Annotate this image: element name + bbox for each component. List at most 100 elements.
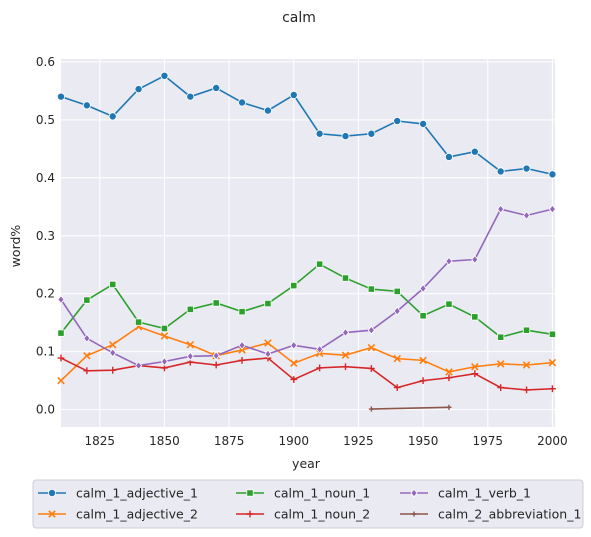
- data-point: [471, 255, 479, 264]
- data-point: [444, 152, 453, 161]
- data-point: [82, 101, 91, 110]
- data-point: [419, 284, 427, 293]
- legend-item: calm_1_verb_1: [400, 486, 531, 501]
- data-point: [522, 326, 531, 334]
- data-point: [238, 340, 246, 350]
- data-point: [419, 119, 428, 128]
- y-axis-label: word%: [8, 225, 23, 268]
- data-point: [290, 376, 298, 383]
- data-point: [393, 117, 402, 126]
- data-point: [367, 365, 375, 372]
- data-point: [264, 339, 272, 347]
- data-point: [497, 384, 505, 391]
- series-line: [371, 406, 449, 410]
- series-calm_2_abbreviation_1: [368, 404, 452, 412]
- data-point: [341, 274, 350, 282]
- data-point: [445, 368, 453, 376]
- data-point: [160, 324, 169, 333]
- data-point: [186, 92, 195, 101]
- x-tick-label: 1875: [214, 434, 245, 448]
- data-point: [109, 348, 117, 358]
- data-point: [367, 129, 376, 138]
- y-tick-label: 0.0: [36, 403, 55, 417]
- data-point: [57, 295, 65, 304]
- x-tick-label: 1975: [472, 434, 503, 448]
- y-tick-label: 0.1: [36, 345, 55, 359]
- data-point: [419, 312, 427, 320]
- data-point: [238, 98, 247, 107]
- y-tick-label: 0.5: [36, 113, 55, 127]
- x-axis-label: year: [292, 456, 321, 471]
- data-point: [367, 285, 375, 293]
- data-point: [445, 374, 453, 382]
- legend-item: calm_1_noun_1: [236, 486, 370, 501]
- data-point: [548, 358, 557, 367]
- data-point: [186, 351, 194, 361]
- x-tick-label: 2000: [537, 434, 568, 448]
- data-point: [548, 170, 557, 179]
- data-point: [83, 367, 91, 375]
- data-point: [393, 384, 401, 391]
- series-line: [60, 74, 553, 176]
- data-point: [496, 167, 505, 176]
- data-point: [316, 260, 324, 268]
- data-point: [368, 406, 374, 412]
- y-axis-ticks: 0.0 0.1 0.2 0.3 0.4 0.5 0.6: [36, 55, 55, 417]
- data-point: [83, 296, 91, 304]
- data-point: [238, 346, 246, 354]
- series-line: [60, 357, 553, 391]
- legend-label: calm_2_abbreviation_1: [438, 507, 581, 522]
- data-point: [471, 313, 479, 321]
- legend-label: calm_1_verb_1: [438, 486, 531, 501]
- data-point: [497, 333, 505, 341]
- data-point: [212, 83, 221, 92]
- legend-item: calm_1_adjective_2: [38, 507, 198, 522]
- y-tick-label: 0.2: [36, 287, 55, 301]
- data-point: [264, 299, 272, 308]
- data-point: [446, 404, 452, 410]
- data-point: [316, 344, 324, 354]
- data-point: [341, 328, 350, 337]
- legend-label: calm_1_noun_2: [274, 507, 370, 522]
- data-point: [445, 256, 453, 266]
- data-point: [496, 360, 505, 368]
- data-point: [341, 132, 350, 141]
- series-line: [60, 208, 553, 367]
- x-tick-label: 1850: [149, 434, 180, 448]
- data-point: [367, 325, 375, 335]
- data-point: [212, 299, 220, 307]
- x-tick-label: 1900: [279, 434, 310, 448]
- x-tick-label: 1950: [408, 434, 439, 448]
- data-point: [419, 356, 427, 365]
- legend-label: calm_1_noun_1: [274, 486, 370, 501]
- y-tick-label: 0.6: [36, 55, 55, 69]
- data-point: [212, 361, 220, 369]
- legend-item: calm_1_noun_2: [236, 507, 370, 522]
- data-point: [393, 306, 401, 316]
- data-point: [264, 349, 272, 359]
- x-tick-label: 1825: [85, 434, 116, 448]
- data-point: [522, 211, 531, 220]
- data-point: [186, 305, 194, 313]
- series-calm_1_verb_1: [57, 204, 556, 371]
- data-point: [471, 362, 479, 371]
- plot-area: [61, 59, 555, 427]
- data-point: [497, 204, 505, 214]
- x-tick-label: 1925: [343, 434, 374, 448]
- series-calm_1_adjective_1: [57, 71, 557, 179]
- data-point: [367, 343, 376, 352]
- data-point: [290, 281, 298, 290]
- data-point: [135, 361, 143, 371]
- legend: calm_1_adjective_1 calm_1_adjective_2 calm…: [32, 479, 584, 529]
- data-point: [186, 340, 195, 349]
- series-layer: [57, 71, 557, 412]
- series-calm_1_adjective_2: [57, 322, 557, 385]
- data-point: [341, 351, 350, 359]
- data-point: [134, 318, 143, 326]
- data-point: [315, 129, 324, 138]
- data-point: [57, 354, 65, 362]
- data-point: [290, 340, 298, 350]
- data-point: [393, 287, 401, 295]
- data-point: [109, 366, 117, 374]
- data-point: [108, 112, 117, 121]
